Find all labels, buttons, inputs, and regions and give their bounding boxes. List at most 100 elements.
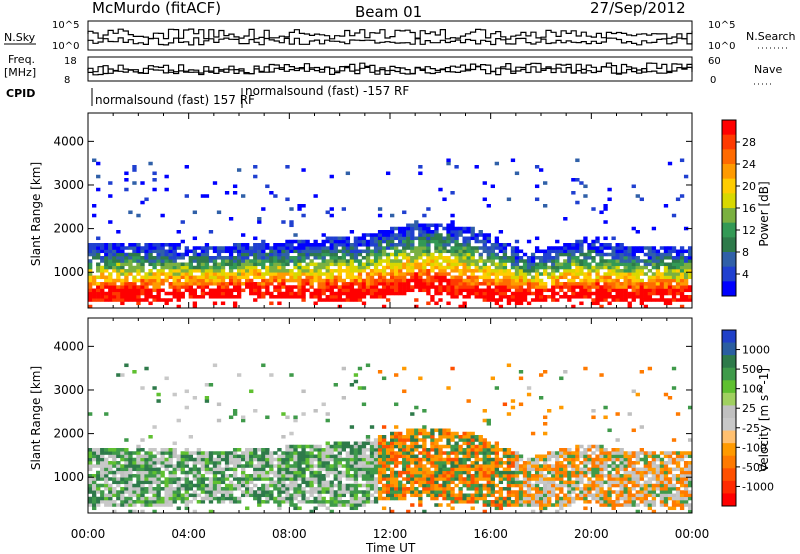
heatmap-cell xyxy=(450,278,455,283)
heatmap-cell xyxy=(144,480,149,485)
heatmap-cell xyxy=(333,467,338,472)
heatmap-cell xyxy=(365,282,371,286)
heatmap-cell xyxy=(253,474,258,478)
heatmap-cell xyxy=(116,252,121,257)
heatmap-cell xyxy=(514,272,520,276)
heatmap-cell xyxy=(369,483,375,488)
heatmap-cell xyxy=(390,454,395,459)
heatmap-cell xyxy=(92,204,97,208)
heatmap-cell xyxy=(140,470,145,475)
heatmap-cell xyxy=(220,457,226,462)
heatmap-cell xyxy=(422,213,427,218)
heatmap-cell xyxy=(385,487,391,491)
heatmap-cell xyxy=(313,275,318,280)
heatmap-cell xyxy=(132,168,137,172)
heatmap-cell xyxy=(430,230,435,234)
heatmap-cell xyxy=(96,487,101,491)
heatmap-cell xyxy=(192,483,198,488)
heatmap-cell xyxy=(462,259,467,263)
heatmap-cell xyxy=(559,470,564,475)
heatmap-cell xyxy=(108,262,113,267)
heatmap-cell xyxy=(208,275,214,280)
heatmap-cell xyxy=(430,470,435,475)
heatmap-cell xyxy=(377,243,383,247)
heatmap-cell xyxy=(611,477,616,481)
heatmap-cell xyxy=(369,233,375,237)
heatmap-cell xyxy=(269,295,274,299)
heatmap-cell xyxy=(607,272,612,276)
heatmap-cell xyxy=(289,448,294,452)
heatmap-cell xyxy=(200,464,206,468)
heatmap-cell xyxy=(579,487,584,491)
heatmap-cell xyxy=(478,474,483,478)
heatmap-cell xyxy=(104,256,109,260)
heatmap-cell xyxy=(216,295,222,299)
heatmap-cell xyxy=(361,402,367,407)
heatmap-cell xyxy=(212,249,218,254)
heatmap-cell xyxy=(277,474,282,478)
heatmap-cell xyxy=(462,435,467,439)
heatmap-cell xyxy=(285,249,290,254)
heatmap-cell xyxy=(398,438,403,442)
heatmap-cell xyxy=(140,487,145,491)
heatmap-cell xyxy=(241,259,246,263)
heatmap-cell xyxy=(232,304,238,309)
heatmap-cell xyxy=(418,493,423,498)
heatmap-cell xyxy=(410,470,415,475)
heatmap-cell xyxy=(434,496,439,501)
heatmap-cell xyxy=(555,496,560,501)
heatmap-cell xyxy=(446,503,451,507)
heatmap-cell xyxy=(390,487,395,491)
heatmap-cell xyxy=(269,461,274,465)
heatmap-cell xyxy=(385,236,391,241)
heatmap-cell xyxy=(345,487,351,491)
heatmap-cell xyxy=(224,295,230,299)
heatmap-cell xyxy=(619,291,624,296)
heatmap-cell xyxy=(369,487,375,491)
heatmap-cell xyxy=(96,236,101,241)
heatmap-cell xyxy=(136,451,141,455)
heatmap-cell xyxy=(450,295,455,299)
heatmap-cell xyxy=(627,461,632,465)
heatmap-cell xyxy=(667,256,673,260)
heatmap-cell xyxy=(623,503,628,507)
heatmap-cell xyxy=(321,490,326,494)
heatmap-cell xyxy=(506,278,512,283)
heatmap-cell xyxy=(241,269,246,273)
heatmap-cell xyxy=(289,207,294,211)
heatmap-cell xyxy=(635,392,640,397)
heatmap-cell xyxy=(438,252,443,257)
heatmap-cell xyxy=(442,275,447,280)
heatmap-cell xyxy=(627,493,632,498)
heatmap-cell xyxy=(200,480,206,485)
heatmap-cell xyxy=(301,412,306,416)
heatmap-cell xyxy=(353,483,359,488)
heatmap-cell xyxy=(567,252,572,257)
heatmap-cell xyxy=(410,457,415,462)
heatmap-cell xyxy=(454,236,459,241)
heatmap-cell xyxy=(92,288,97,293)
heatmap-cell xyxy=(595,265,600,270)
heatmap-cell xyxy=(168,298,173,302)
heatmap-cell xyxy=(381,441,387,446)
heatmap-cell xyxy=(377,230,383,234)
heatmap-cell xyxy=(385,233,391,237)
heatmap-cell xyxy=(514,474,520,478)
heatmap-cell xyxy=(502,278,508,283)
heatmap-cell xyxy=(216,252,222,257)
heatmap-cell xyxy=(526,457,532,462)
heatmap-cell xyxy=(470,438,475,442)
heatmap-cell xyxy=(667,285,673,289)
heatmap-cell xyxy=(494,474,500,478)
heatmap-cell xyxy=(124,448,129,452)
heatmap-cell xyxy=(563,483,568,488)
heatmap-cell xyxy=(381,490,387,494)
heatmap-cell xyxy=(321,448,326,452)
heatmap-cell xyxy=(228,252,234,257)
heatmap-cell xyxy=(156,392,161,397)
heatmap-cell xyxy=(204,246,210,250)
heatmap-cell xyxy=(385,483,391,488)
heatmap-cell xyxy=(257,500,262,504)
heatmap-cell xyxy=(450,480,455,485)
heatmap-cell xyxy=(478,230,483,234)
